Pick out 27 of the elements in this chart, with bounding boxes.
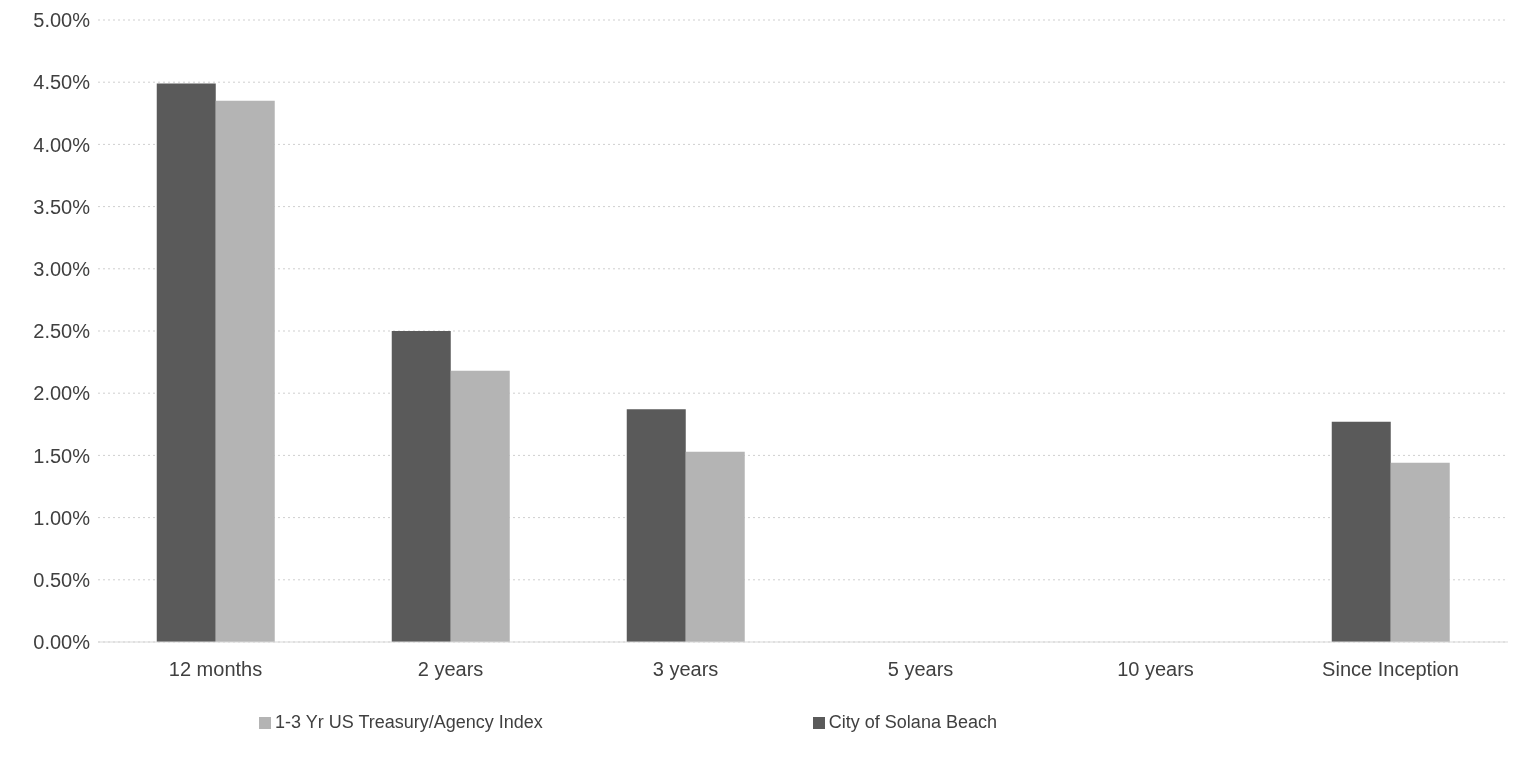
y-tick-label: 2.50% <box>33 320 91 343</box>
y-tick-label: 3.00% <box>33 257 91 280</box>
bar <box>156 83 216 642</box>
y-tick-label: 2.00% <box>33 382 91 405</box>
x-tick-label: 5 years <box>887 658 954 681</box>
y-tick-label: 0.00% <box>33 631 91 654</box>
y-tick-label: 1.50% <box>33 444 91 467</box>
y-tick-label: 5.00% <box>33 9 91 32</box>
x-tick-label: Since Inception <box>1322 658 1459 681</box>
legend-label: City of Solana Beach <box>828 712 997 732</box>
bar <box>626 409 686 642</box>
legend-label: 1-3 Yr US Treasury/Agency Index <box>275 712 543 732</box>
bar <box>1390 462 1450 642</box>
x-tick-label: 2 years <box>417 658 484 681</box>
bar <box>685 451 745 642</box>
bar <box>450 370 510 642</box>
y-tick-label: 1.00% <box>33 506 91 529</box>
bar <box>1331 421 1391 642</box>
bar <box>215 100 275 642</box>
y-tick-label: 3.50% <box>33 195 91 218</box>
x-tick-label: 10 years <box>1117 658 1194 681</box>
x-tick-label: 3 years <box>652 658 719 681</box>
bar <box>391 331 451 642</box>
y-tick-label: 4.50% <box>33 71 91 94</box>
x-tick-label: 12 months <box>168 658 263 681</box>
y-tick-label: 0.50% <box>33 568 91 591</box>
y-tick-label: 4.00% <box>33 133 91 156</box>
